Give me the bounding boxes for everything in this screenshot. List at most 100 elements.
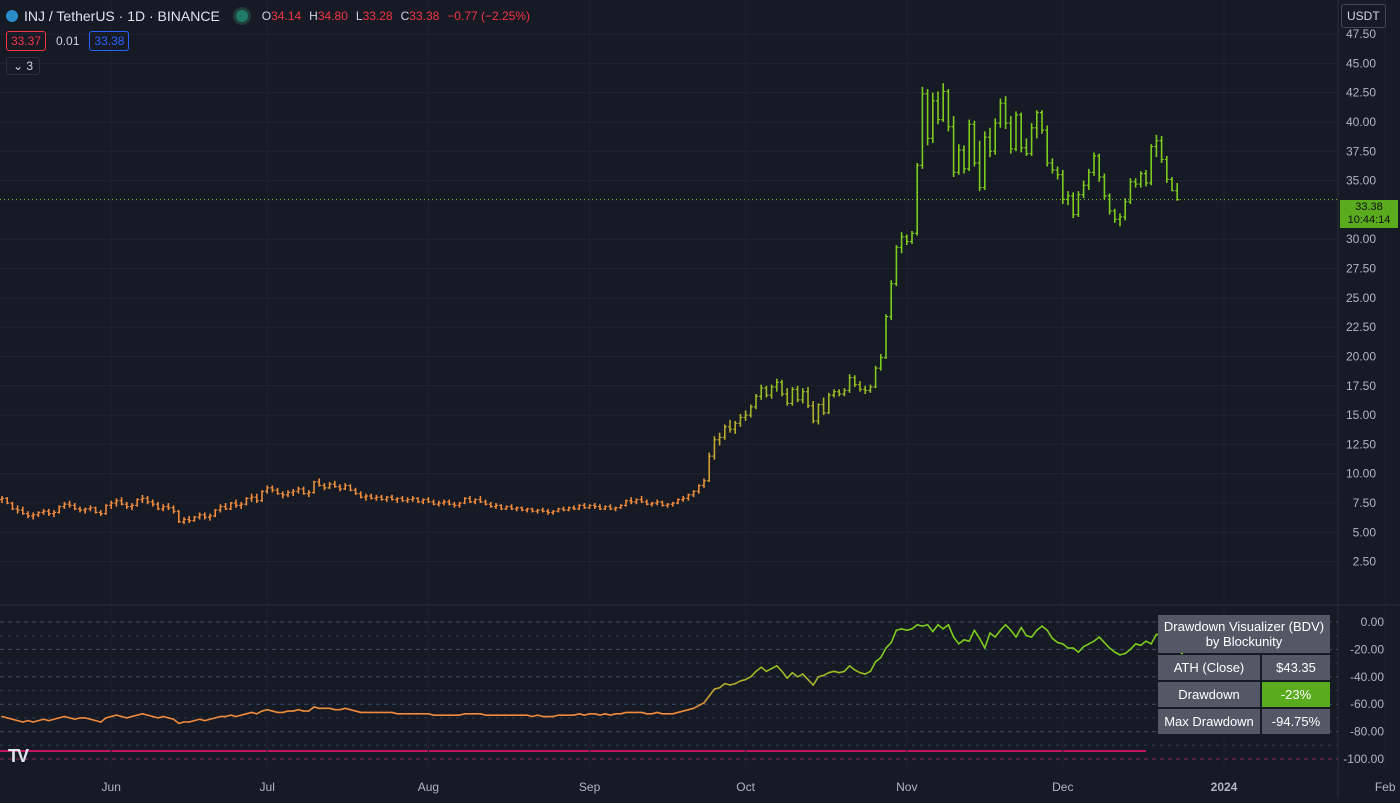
chevron-down-icon: ⌄ bbox=[13, 59, 24, 73]
drawdown-segment bbox=[214, 715, 222, 719]
ohlc-bar bbox=[140, 494, 145, 504]
ohlc-bar bbox=[821, 397, 826, 416]
ohlc-bar bbox=[722, 424, 727, 440]
drawdown-segment bbox=[53, 717, 61, 721]
drawdown-segment bbox=[74, 717, 81, 721]
drawdown-segment bbox=[723, 682, 731, 686]
drawdown-segment bbox=[994, 629, 1002, 638]
drawdown-segment bbox=[864, 670, 872, 675]
drawdown-segment bbox=[255, 710, 263, 715]
change-value: −0.77 (−2.25%) bbox=[447, 9, 531, 23]
drawdown-segment bbox=[619, 711, 627, 715]
ohlc-bar bbox=[696, 484, 701, 494]
drawdown-segment bbox=[1, 715, 8, 719]
drawdown-segment bbox=[703, 695, 711, 704]
ohlc-bar bbox=[218, 504, 223, 513]
ath-label: ATH (Close) bbox=[1158, 655, 1260, 680]
ohlc-bar bbox=[520, 506, 524, 512]
drawdown-segment bbox=[755, 666, 763, 673]
ohlc-bar bbox=[1149, 144, 1154, 186]
spread-value: 0.01 bbox=[56, 34, 80, 48]
close-label: C bbox=[400, 9, 410, 23]
drawdown-segment bbox=[760, 666, 768, 673]
ohlc-bar bbox=[234, 499, 238, 508]
ohlc-bar bbox=[369, 493, 374, 500]
ohlc-bar bbox=[904, 234, 909, 246]
drawdown-segment bbox=[307, 706, 315, 712]
ohlc-bar bbox=[176, 510, 181, 523]
currency-selector[interactable]: USDT bbox=[1341, 4, 1386, 28]
drawdown-segment bbox=[100, 717, 107, 723]
ohlc-bar bbox=[150, 499, 155, 507]
ohlc-bar bbox=[280, 491, 285, 499]
ohlc-bar bbox=[1081, 180, 1086, 199]
drawdown-segment bbox=[853, 669, 861, 674]
ohlc-bar bbox=[1019, 112, 1024, 153]
time-tick-label: Nov bbox=[896, 780, 917, 794]
price-tick-label: 27.50 bbox=[1346, 262, 1376, 276]
drawdown-segment bbox=[796, 673, 804, 678]
drawdown-segment bbox=[152, 715, 159, 719]
drawdown-segment bbox=[999, 623, 1007, 632]
ohlc-bar bbox=[1066, 191, 1070, 206]
drawdown-tick-label: -80.00 bbox=[1350, 725, 1384, 739]
drawdown-segment bbox=[21, 719, 29, 723]
ohlc-bar bbox=[1071, 192, 1076, 219]
ohlc-bar bbox=[182, 517, 186, 525]
ohlc-values: O34.14 H34.80 L33.28 C33.38 −0.77 (−2.25… bbox=[262, 9, 530, 23]
drawdown-segment bbox=[656, 711, 664, 715]
drawdown-segment bbox=[209, 717, 216, 721]
ohlc-bar bbox=[816, 403, 821, 425]
ohlc-bar bbox=[977, 140, 982, 192]
ohlc-bar bbox=[1014, 111, 1018, 152]
symbol-logo-icon[interactable] bbox=[6, 10, 18, 22]
tradingview-logo[interactable]: TV bbox=[8, 746, 29, 766]
drawdown-line-series bbox=[1, 623, 1184, 725]
drawdown-segment bbox=[765, 667, 773, 673]
ohlc-bar bbox=[239, 501, 244, 509]
drawdown-segment bbox=[593, 712, 601, 716]
time-tick-label: Feb bbox=[1375, 780, 1396, 794]
drawdown-segment bbox=[32, 719, 40, 723]
ohlc-bar bbox=[972, 120, 977, 167]
drawdown-axis: 0.00 -20.00 -40.00 -60.00 -80.00 -100.00 bbox=[1343, 615, 1384, 766]
ohlc-bar bbox=[457, 501, 462, 508]
ohlc-bar bbox=[317, 478, 322, 487]
ohlc-bar bbox=[400, 496, 405, 502]
ohlc-bar bbox=[847, 374, 852, 393]
ohlc-bar bbox=[379, 494, 384, 501]
drawdown-segment bbox=[739, 678, 747, 682]
indicators-toggle[interactable]: ⌄ 3 bbox=[6, 57, 41, 75]
drawdown-segment bbox=[89, 718, 97, 722]
ohlc-bar bbox=[202, 512, 207, 520]
ohlc-bar bbox=[660, 500, 665, 507]
last-price-value: 33.38 bbox=[1355, 201, 1383, 213]
symbol-title[interactable]: INJ / TetherUS · 1D · BINANCE bbox=[24, 8, 220, 24]
ohlc-bar bbox=[930, 92, 935, 144]
drawdown-segment bbox=[963, 639, 971, 642]
drawdown-segment bbox=[573, 712, 581, 716]
indicators-count: 3 bbox=[26, 59, 34, 73]
ohlc-bar bbox=[863, 385, 868, 394]
ohlc-bar bbox=[956, 144, 961, 175]
sell-button[interactable]: 33.37 bbox=[6, 31, 47, 51]
drawdown-segment bbox=[640, 711, 648, 715]
drawdown-segment bbox=[937, 623, 945, 630]
time-tick-label: Aug bbox=[418, 780, 439, 794]
ohlc-bar bbox=[858, 381, 862, 392]
ohlc-bar bbox=[525, 507, 530, 513]
time-tick-label: 2024 bbox=[1211, 780, 1238, 794]
drawdown-segment bbox=[827, 670, 835, 674]
drawdown-segment bbox=[911, 623, 919, 630]
drawdown-segment bbox=[1009, 629, 1017, 638]
drawdown-segment bbox=[349, 708, 357, 712]
max-drawdown-label: Max Drawdown bbox=[1158, 709, 1260, 734]
ohlc-bar bbox=[686, 493, 691, 501]
buy-button[interactable]: 33.38 bbox=[89, 31, 130, 51]
drawdown-segment bbox=[1150, 633, 1158, 645]
drawdown-segment bbox=[146, 714, 154, 718]
ohlc-bar bbox=[93, 506, 98, 514]
